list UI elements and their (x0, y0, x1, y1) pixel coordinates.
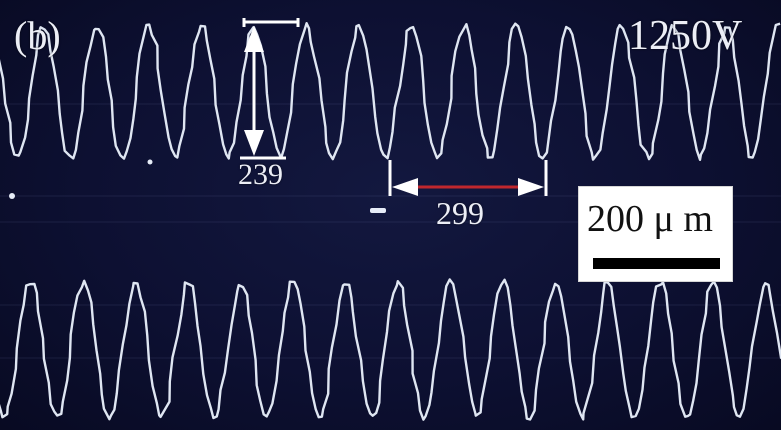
width-measurement-marker (388, 160, 548, 196)
scale-bar-box: 200 μ m (578, 186, 733, 282)
voltage-label: 1250V (628, 13, 743, 59)
scale-bar (593, 258, 720, 269)
width-measurement-value: 299 (436, 195, 484, 231)
height-measurement-value: 239 (238, 158, 283, 191)
panel-label: (b) (14, 13, 61, 58)
height-measurement-marker (240, 18, 300, 160)
debris-specks (9, 159, 386, 213)
lower-wave-trace (0, 278, 781, 421)
upper-wave-trace (0, 22, 781, 161)
scale-bar-label: 200 μ m (587, 198, 713, 240)
